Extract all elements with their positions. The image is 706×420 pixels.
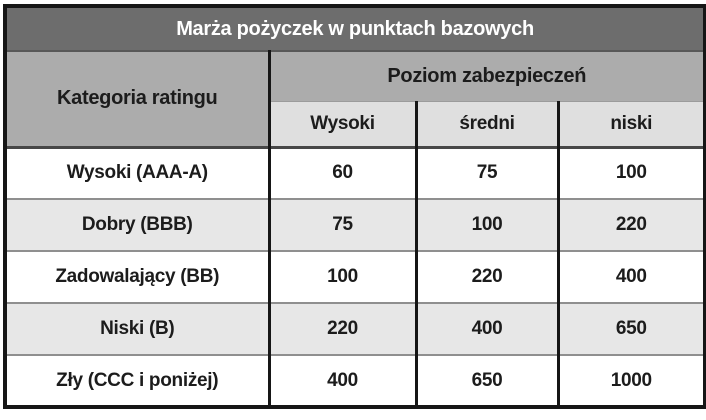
cell-value: 75 [267,198,416,251]
cell-value: 220 [556,198,706,251]
cell-value: 400 [414,302,558,355]
column-header-collateral-high: Wysoki [267,100,416,147]
table-header-row: Kategoria ratingu Poziom zabezpieczeń [5,51,706,147]
row-label: Zadowalający (BB) [5,250,269,303]
column-group-header-collateral-level: Poziom zabezpieczeń [267,51,706,101]
row-label: Dobry (BBB) [5,198,269,251]
row-label: Wysoki (AAA-A) [5,145,269,199]
cell-value: 220 [267,302,416,355]
row-label: Niski (B) [5,302,269,355]
loan-margin-table: Marża pożyczek w punktach bazowych Kateg… [3,4,706,409]
cell-value: 100 [267,250,416,303]
page: Marża pożyczek w punktach bazowych Kateg… [3,4,706,409]
cell-value: 400 [267,354,416,407]
table-subheader-row: Wysoki średni niski [5,100,706,147]
table-row: Wysoki (AAA-A) 60 75 100 [5,145,706,199]
cell-value: 650 [556,302,706,355]
cell-value: 650 [414,354,558,407]
cell-value: 220 [414,250,558,303]
cell-value: 60 [267,145,416,199]
table-row: Zadowalający (BB) 100 220 400 [5,250,706,303]
table-row: Dobry (BBB) 75 100 220 [5,198,706,251]
row-label: Zły (CCC i poniżej) [5,354,269,407]
table-title: Marża pożyczek w punktach bazowych [5,6,706,52]
column-header-rating-category: Kategoria ratingu [5,51,269,147]
cell-value: 100 [414,198,558,251]
cell-value: 75 [414,145,558,199]
cell-value: 1000 [556,354,706,407]
cell-value: 400 [556,250,706,303]
column-header-collateral-medium: średni [414,100,558,147]
table-title-row: Marża pożyczek w punktach bazowych [5,6,706,52]
column-header-collateral-low: niski [556,100,706,147]
cell-value: 100 [556,145,706,199]
table-row: Niski (B) 220 400 650 [5,302,706,355]
table-row: Zły (CCC i poniżej) 400 650 1000 [5,354,706,407]
